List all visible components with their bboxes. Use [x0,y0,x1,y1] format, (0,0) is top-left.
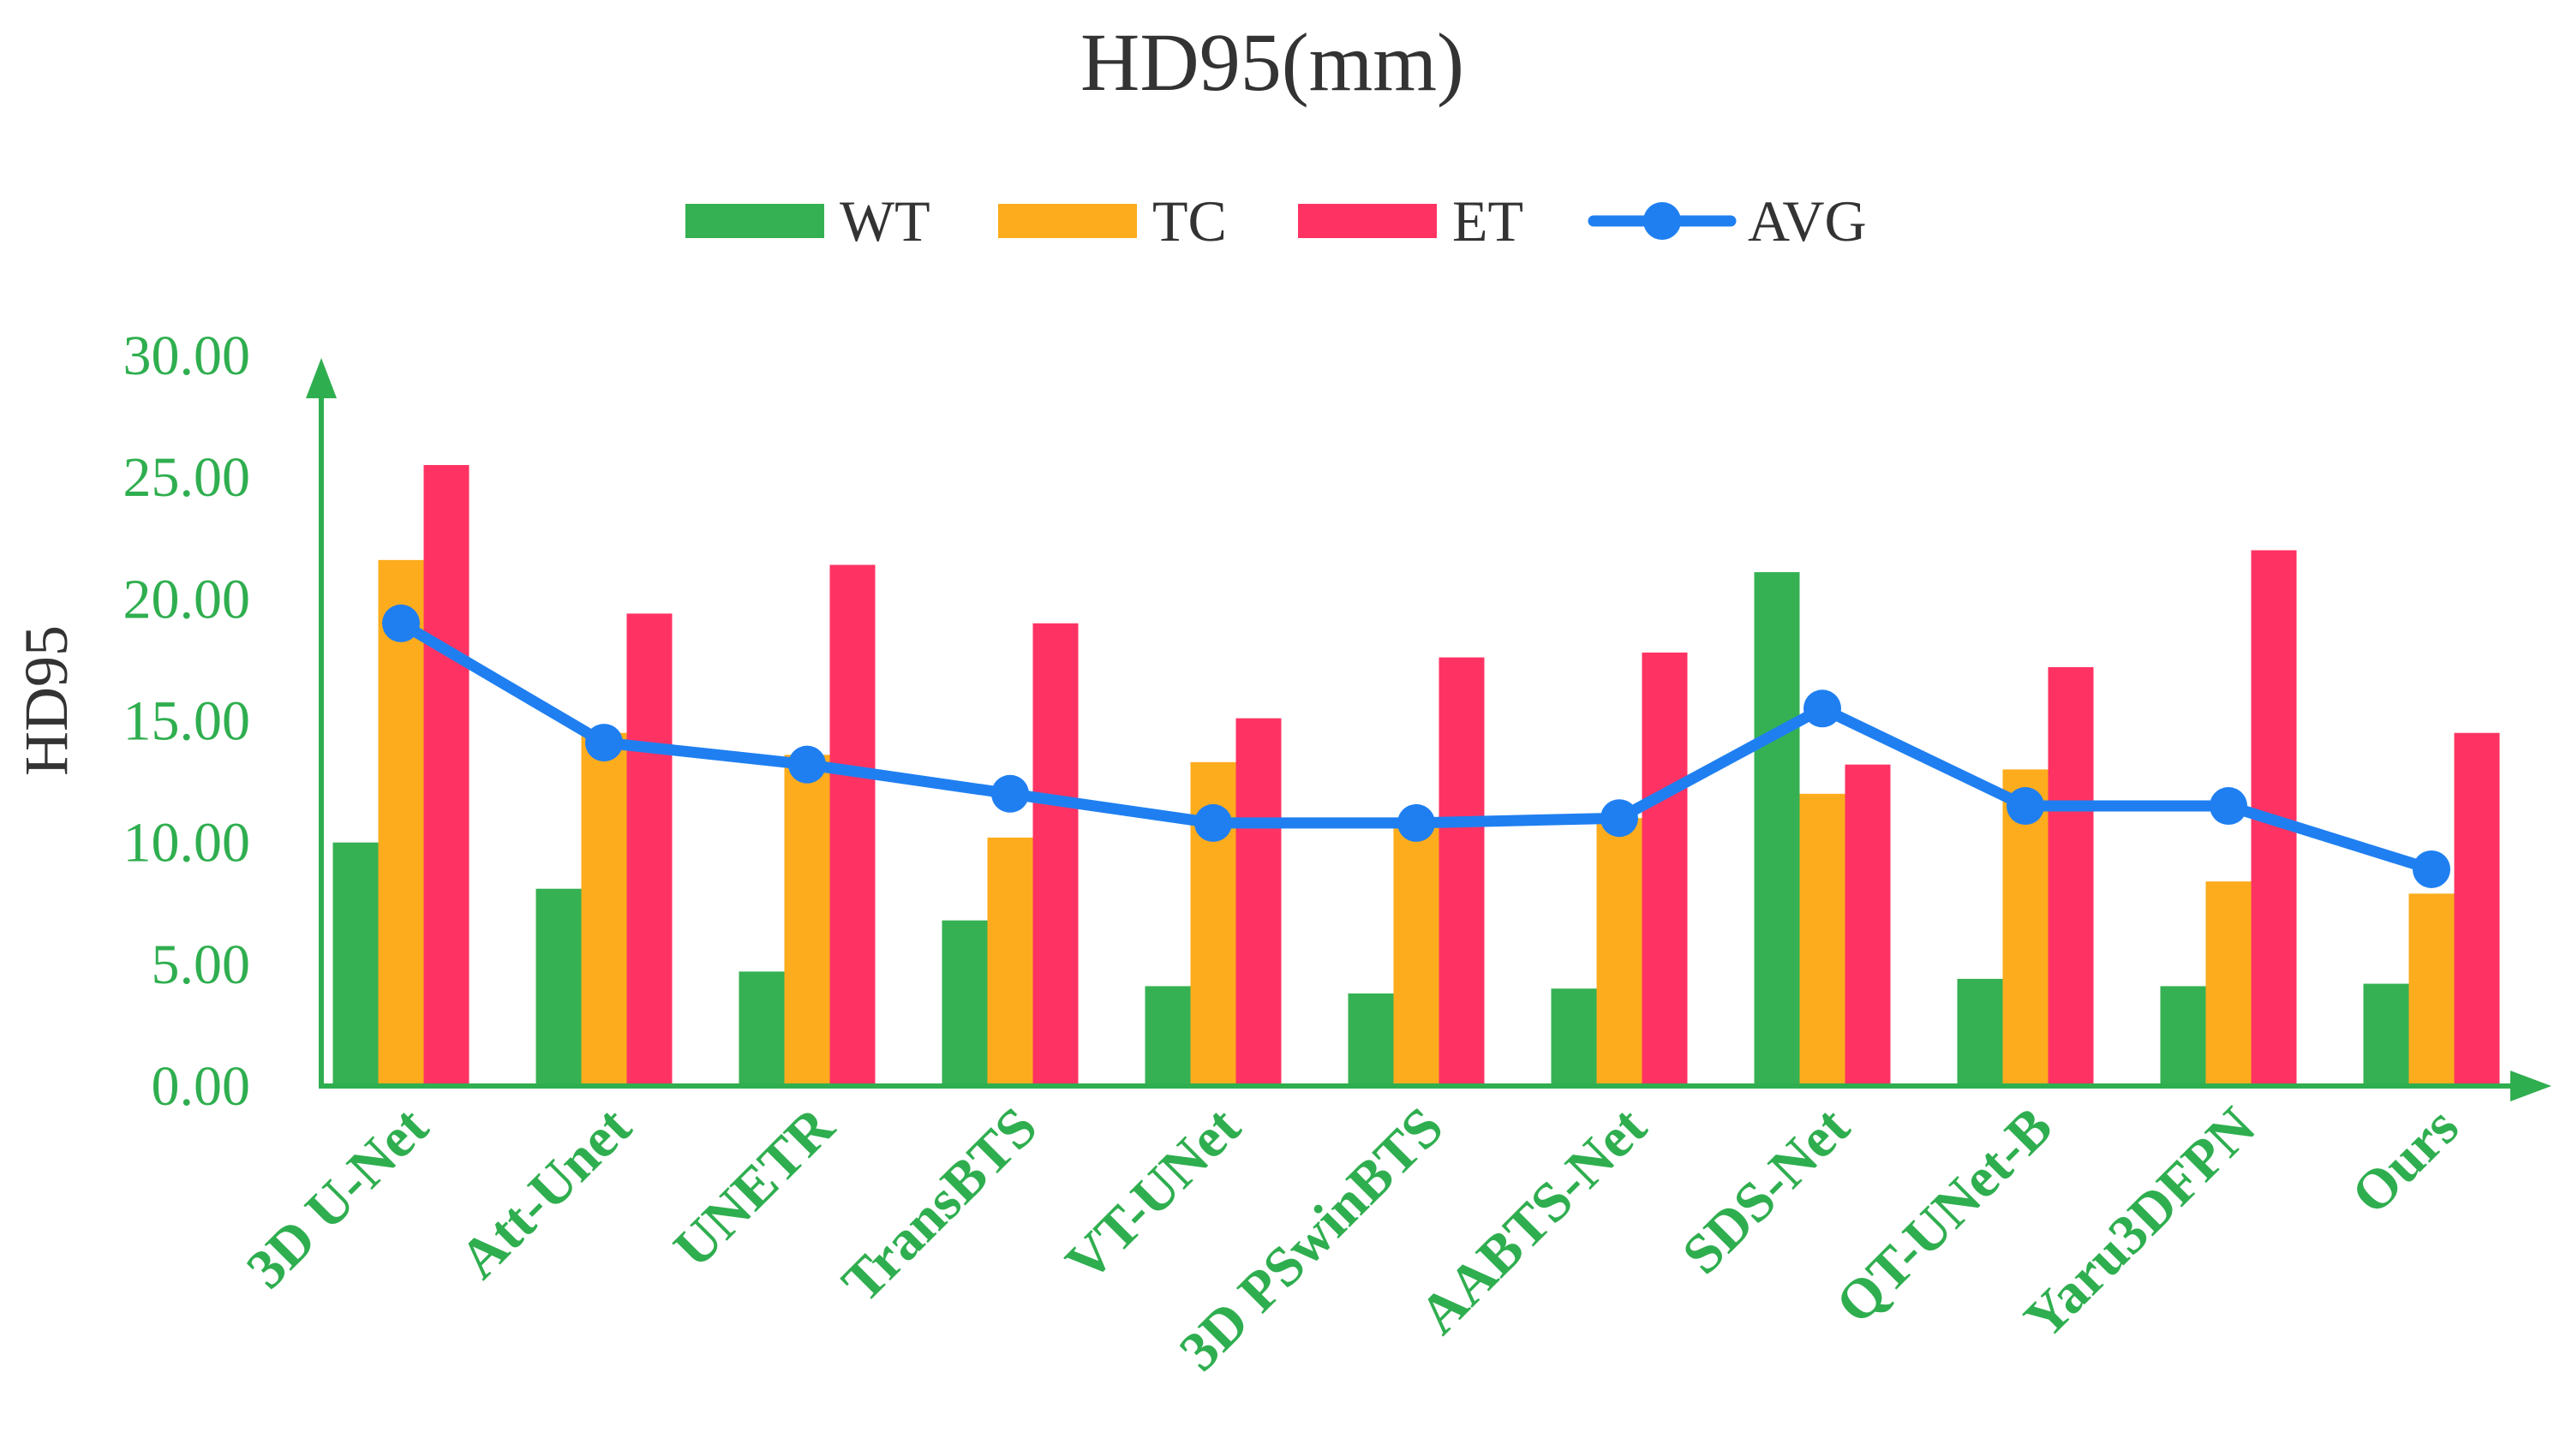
bar-tc-ours [2408,893,2455,1086]
bar-wt-att-unet [535,888,582,1086]
legend-swatch-marker [1643,202,1681,240]
y-tick-label: 20.00 [123,568,251,630]
legend-item-et: ET [1298,188,1523,254]
legend-label: AVG [1748,188,1867,254]
x-tick-label: 3D U-Net [235,1095,440,1301]
legend-swatch [685,204,824,238]
legend-swatch [1298,204,1437,238]
bar-tc-aabts-net [1596,818,1642,1086]
bar-et-sds-net [1845,764,1891,1086]
bar-et-unetr [829,564,876,1086]
y-tick-label: 30.00 [123,325,251,387]
y-tick-label: 0.00 [152,1055,251,1118]
y-tick-label: 10.00 [123,812,251,874]
bar-et-3d-u-net [423,464,470,1086]
x-tick-label: VT-UNet [1054,1095,1252,1293]
avg-point-qt-unet-b [2007,787,2044,826]
bar-et-att-unet [626,613,673,1086]
legend-item-tc: TC [998,188,1227,254]
avg-point-yaru3dfpn [2210,787,2247,826]
y-tick-label: 15.00 [123,690,251,753]
bar-wt-unetr [739,971,785,1086]
bar-et-3d-pswinbts [1439,657,1485,1086]
legend-label: TC [1152,188,1227,254]
legend-swatch [998,204,1137,238]
avg-point-vt-unet [1194,803,1232,842]
avg-point-ours [2413,850,2450,888]
avg-point-unetr [788,745,826,784]
y-tick-label: 25.00 [123,446,251,509]
bar-et-qt-unet-b [2048,666,2094,1086]
bar-tc-3d-u-net [378,559,424,1086]
avg-point-transbts [991,774,1029,813]
bar-wt-aabts-net [1551,988,1597,1086]
bar-tc-att-unet [581,732,627,1086]
bar-et-transbts [1032,623,1079,1086]
legend: WT TC ET AVG [685,188,1867,254]
x-axis-arrow [2510,1071,2551,1101]
y-axis-ticks: 0.00 5.00 10.00 15.00 20.00 25.00 30.00 [123,325,251,1118]
y-axis-arrow [306,358,337,398]
x-tick-label: TransBTS [830,1095,1050,1315]
bar-wt-qt-unet-b [1957,978,2003,1086]
bars [332,464,2500,1086]
bar-tc-yaru3dfpn [2205,881,2252,1086]
avg-point-att-unet [585,724,623,762]
legend-item-avg: AVG [1588,188,1867,254]
bar-tc-sds-net [1799,793,1845,1086]
x-tick-label: Ours [2340,1095,2471,1226]
legend-label: ET [1452,188,1523,254]
avg-point-3d-pswinbts [1397,803,1435,842]
bar-wt-ours [2363,983,2409,1086]
bar-et-vt-unet [1235,718,1282,1086]
bar-wt-sds-net [1754,572,1800,1086]
bar-tc-unetr [784,755,830,1086]
bar-wt-transbts [942,920,988,1086]
legend-label: WT [840,188,930,254]
avg-point-aabts-net [1600,799,1638,838]
avg-line-series [382,604,2450,888]
y-axis-label: HD95 [12,625,81,776]
avg-point-sds-net [1803,689,1841,728]
x-tick-label: UNETR [662,1095,847,1280]
bar-wt-yaru3dfpn [2160,986,2206,1086]
bar-wt-vt-unet [1145,986,1191,1086]
chart-title: HD95(mm) [1080,16,1464,108]
avg-point-3d-u-net [382,604,420,642]
bar-et-ours [2454,732,2500,1086]
bar-tc-transbts [987,837,1033,1086]
bar-wt-3d-u-net [332,842,379,1086]
legend-item-wt: WT [685,188,930,254]
bar-tc-3d-pswinbts [1393,818,1439,1086]
axes [306,358,2551,1101]
bar-et-aabts-net [1642,652,1688,1086]
y-tick-label: 5.00 [152,934,251,996]
bar-wt-3d-pswinbts [1348,993,1394,1086]
x-tick-label: Att-Unet [448,1095,643,1291]
x-tick-label: SDS-Net [1671,1095,1862,1286]
